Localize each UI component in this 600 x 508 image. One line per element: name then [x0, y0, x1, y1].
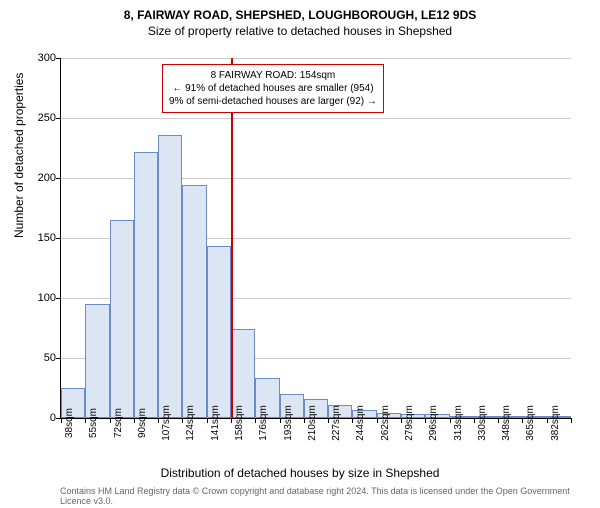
xtick-mark	[522, 418, 523, 423]
page-title: 8, FAIRWAY ROAD, SHEPSHED, LOUGHBOROUGH,…	[0, 8, 600, 22]
xtick-label: 107sqm	[161, 405, 172, 441]
xtick-mark	[207, 418, 208, 423]
xtick-label: 244sqm	[355, 405, 366, 441]
chart-area: 05010015020025030038sqm55sqm72sqm90sqm10…	[60, 58, 570, 418]
xtick-label: 296sqm	[428, 405, 439, 441]
xtick-mark	[61, 418, 62, 423]
ytick-mark	[56, 298, 61, 299]
ytick-mark	[56, 58, 61, 59]
xtick-label: 365sqm	[525, 405, 536, 441]
ytick-label: 200	[16, 172, 56, 184]
xtick-mark	[280, 418, 281, 423]
gridline	[61, 118, 571, 119]
xtick-label: 158sqm	[234, 405, 245, 441]
xtick-mark	[425, 418, 426, 423]
xtick-mark	[352, 418, 353, 423]
annotation-line-1: 8 FAIRWAY ROAD: 154sqm	[169, 69, 377, 82]
ytick-mark	[56, 178, 61, 179]
xtick-label: 72sqm	[113, 408, 124, 438]
xtick-mark	[498, 418, 499, 423]
ytick-mark	[56, 238, 61, 239]
xtick-mark	[474, 418, 475, 423]
annotation-line-2: ← 91% of detached houses are smaller (95…	[169, 82, 377, 95]
xtick-label: 124sqm	[185, 405, 196, 441]
xtick-label: 176sqm	[258, 405, 269, 441]
xtick-mark	[328, 418, 329, 423]
histogram-bar	[85, 304, 109, 418]
xtick-label: 55sqm	[88, 408, 99, 438]
ytick-label: 100	[16, 292, 56, 304]
gridline	[61, 58, 571, 59]
ytick-label: 150	[16, 232, 56, 244]
xtick-mark	[85, 418, 86, 423]
histogram-bar	[110, 220, 134, 418]
xtick-mark	[158, 418, 159, 423]
y-axis-label: Number of detached properties	[12, 73, 26, 238]
histogram-bar	[207, 246, 231, 418]
ytick-mark	[56, 358, 61, 359]
xtick-mark	[450, 418, 451, 423]
histogram-bar	[182, 185, 206, 418]
xtick-mark	[547, 418, 548, 423]
ytick-mark	[56, 118, 61, 119]
xtick-mark	[401, 418, 402, 423]
xtick-mark	[134, 418, 135, 423]
xtick-label: 279sqm	[404, 405, 415, 441]
annotation-line-3: 9% of semi-detached houses are larger (9…	[169, 95, 377, 108]
xtick-mark	[255, 418, 256, 423]
xtick-label: 262sqm	[380, 405, 391, 441]
xtick-mark	[110, 418, 111, 423]
xtick-mark	[231, 418, 232, 423]
x-axis-label: Distribution of detached houses by size …	[0, 466, 600, 480]
ytick-label: 250	[16, 112, 56, 124]
xtick-label: 38sqm	[64, 408, 75, 438]
xtick-label: 313sqm	[453, 405, 464, 441]
xtick-mark	[571, 418, 572, 423]
xtick-label: 141sqm	[210, 405, 221, 441]
histogram-bar	[134, 152, 158, 418]
xtick-label: 90sqm	[137, 408, 148, 438]
xtick-label: 382sqm	[550, 405, 561, 441]
xtick-label: 348sqm	[501, 405, 512, 441]
page-subtitle: Size of property relative to detached ho…	[0, 24, 600, 38]
ytick-label: 300	[16, 52, 56, 64]
xtick-label: 330sqm	[477, 405, 488, 441]
xtick-mark	[377, 418, 378, 423]
histogram-bar	[158, 135, 182, 418]
xtick-label: 193sqm	[283, 405, 294, 441]
xtick-mark	[182, 418, 183, 423]
ytick-label: 50	[16, 352, 56, 364]
ytick-label: 0	[16, 412, 56, 424]
credit-text: Contains HM Land Registry data © Crown c…	[60, 486, 600, 506]
xtick-mark	[304, 418, 305, 423]
xtick-label: 210sqm	[307, 405, 318, 441]
annotation-box: 8 FAIRWAY ROAD: 154sqm ← 91% of detached…	[162, 64, 384, 113]
xtick-label: 227sqm	[331, 405, 342, 441]
